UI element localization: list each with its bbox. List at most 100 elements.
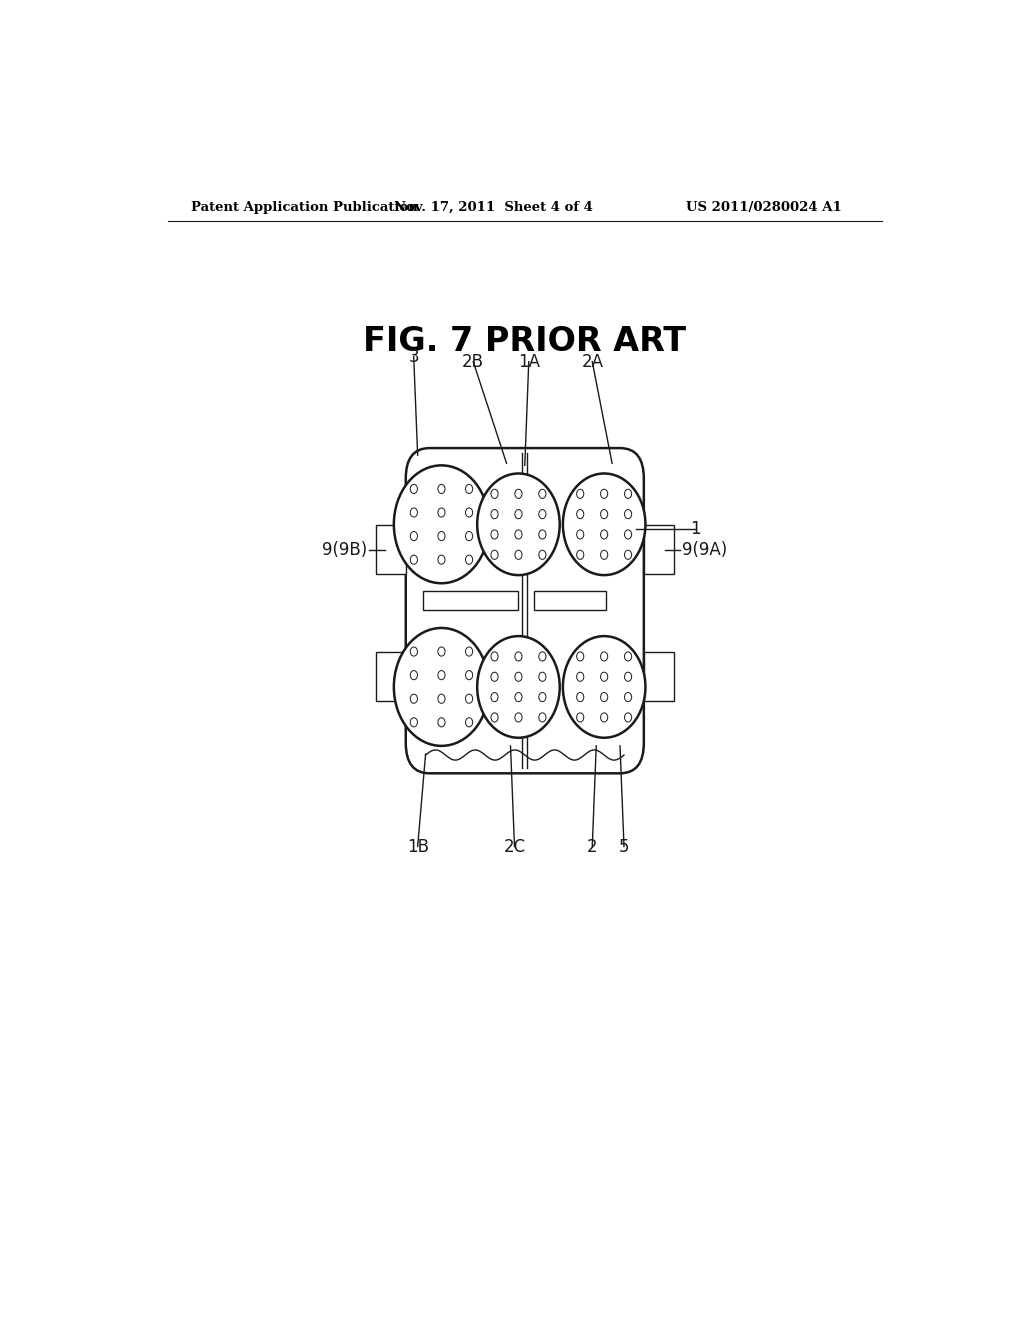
Ellipse shape (625, 652, 632, 661)
Ellipse shape (411, 718, 418, 727)
Ellipse shape (625, 490, 632, 499)
Ellipse shape (515, 652, 522, 661)
Ellipse shape (601, 652, 607, 661)
Ellipse shape (466, 671, 473, 680)
Ellipse shape (577, 652, 584, 661)
Ellipse shape (625, 550, 632, 560)
Ellipse shape (625, 529, 632, 539)
Ellipse shape (515, 529, 522, 539)
Ellipse shape (539, 510, 546, 519)
Text: 1: 1 (690, 520, 700, 539)
Ellipse shape (490, 672, 498, 681)
Ellipse shape (394, 466, 489, 583)
Ellipse shape (601, 672, 607, 681)
Ellipse shape (466, 694, 473, 704)
Bar (376, 652, 406, 701)
Ellipse shape (438, 484, 445, 494)
Text: 2: 2 (587, 837, 598, 855)
FancyBboxPatch shape (406, 447, 644, 774)
Ellipse shape (411, 694, 418, 704)
Ellipse shape (601, 693, 607, 702)
Ellipse shape (515, 510, 522, 519)
Ellipse shape (601, 510, 607, 519)
Text: 1A: 1A (518, 352, 540, 371)
Ellipse shape (539, 713, 546, 722)
Ellipse shape (466, 532, 473, 541)
Bar (423, 591, 518, 610)
Ellipse shape (515, 490, 522, 499)
Text: 3: 3 (409, 347, 419, 366)
Text: US 2011/0280024 A1: US 2011/0280024 A1 (686, 201, 842, 214)
Text: 9(9A): 9(9A) (682, 541, 727, 558)
Ellipse shape (577, 550, 584, 560)
Ellipse shape (625, 693, 632, 702)
Ellipse shape (411, 671, 418, 680)
Ellipse shape (490, 490, 498, 499)
Ellipse shape (539, 529, 546, 539)
Bar (644, 525, 674, 574)
Text: Patent Application Publication: Patent Application Publication (191, 201, 418, 214)
Ellipse shape (515, 672, 522, 681)
Ellipse shape (625, 672, 632, 681)
Ellipse shape (539, 693, 546, 702)
Ellipse shape (577, 490, 584, 499)
Text: FIG. 7 PRIOR ART: FIG. 7 PRIOR ART (364, 325, 686, 358)
Text: Nov. 17, 2011  Sheet 4 of 4: Nov. 17, 2011 Sheet 4 of 4 (393, 201, 593, 214)
Ellipse shape (438, 694, 445, 704)
Ellipse shape (411, 647, 418, 656)
Ellipse shape (490, 550, 498, 560)
Text: 2A: 2A (582, 352, 603, 371)
Ellipse shape (466, 484, 473, 494)
Ellipse shape (601, 529, 607, 539)
Bar (376, 525, 406, 574)
Ellipse shape (438, 508, 445, 517)
Text: 2C: 2C (504, 837, 525, 855)
Ellipse shape (438, 647, 445, 656)
Ellipse shape (466, 647, 473, 656)
Ellipse shape (490, 510, 498, 519)
Ellipse shape (411, 532, 418, 541)
Ellipse shape (625, 510, 632, 519)
Ellipse shape (490, 713, 498, 722)
Ellipse shape (563, 474, 645, 576)
Ellipse shape (577, 529, 584, 539)
Ellipse shape (411, 508, 418, 517)
Ellipse shape (438, 532, 445, 541)
Ellipse shape (601, 713, 607, 722)
Ellipse shape (515, 713, 522, 722)
Text: 9(9B): 9(9B) (323, 541, 368, 558)
Ellipse shape (625, 713, 632, 722)
Ellipse shape (539, 550, 546, 560)
Bar (535, 591, 606, 610)
Ellipse shape (601, 550, 607, 560)
Ellipse shape (466, 556, 473, 564)
Ellipse shape (577, 693, 584, 702)
Ellipse shape (477, 474, 560, 576)
Ellipse shape (477, 636, 560, 738)
Ellipse shape (577, 713, 584, 722)
Text: 1B: 1B (407, 837, 429, 855)
Ellipse shape (490, 693, 498, 702)
Ellipse shape (577, 672, 584, 681)
Ellipse shape (515, 693, 522, 702)
Ellipse shape (438, 556, 445, 564)
Ellipse shape (438, 671, 445, 680)
Ellipse shape (411, 484, 418, 494)
Ellipse shape (539, 672, 546, 681)
Ellipse shape (515, 550, 522, 560)
Ellipse shape (466, 508, 473, 517)
Ellipse shape (411, 556, 418, 564)
Ellipse shape (490, 652, 498, 661)
Ellipse shape (539, 652, 546, 661)
Ellipse shape (490, 529, 498, 539)
Ellipse shape (466, 718, 473, 727)
Ellipse shape (539, 490, 546, 499)
Ellipse shape (394, 628, 489, 746)
Ellipse shape (577, 510, 584, 519)
Ellipse shape (601, 490, 607, 499)
Ellipse shape (563, 636, 645, 738)
Ellipse shape (438, 718, 445, 727)
Text: 2B: 2B (462, 352, 484, 371)
Text: 5: 5 (618, 837, 630, 855)
Bar (644, 652, 674, 701)
